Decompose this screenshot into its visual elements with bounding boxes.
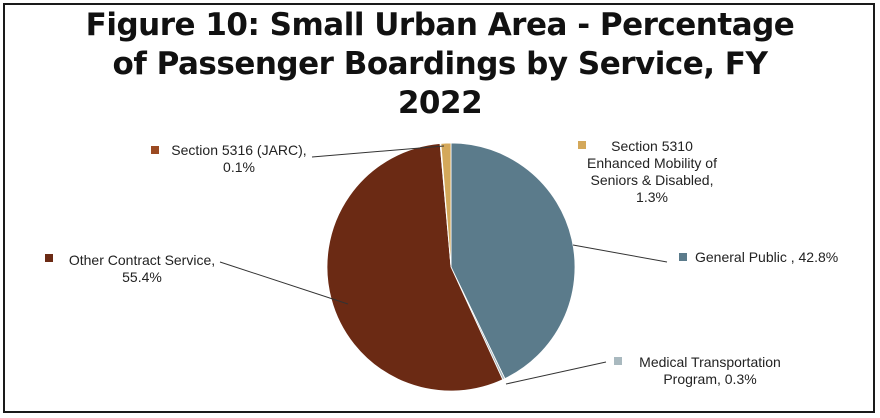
legend-key-medical-transportation-program (614, 357, 622, 365)
leader-line-section-5316-jarc (311, 145, 445, 158)
leader-line-other-contract-service (219, 261, 349, 305)
data-label-section-5316-jarc: Section 5316 (JARC), 0.1% (171, 142, 306, 175)
data-label-medical-transportation-program: Medical Transportation Program, 0.3% (639, 354, 781, 387)
chart-title-line-2: of Passenger Boardings by Service, FY (112, 46, 768, 82)
data-label-other-contract-service: Other Contract Service, 55.4% (69, 252, 215, 285)
legend-key-section-5310-enhanced-mobility-of-seniors-disabled (578, 141, 586, 149)
legend-key-section-5316-jarc (151, 146, 159, 154)
legend-key-other-contract-service (45, 254, 53, 262)
chart-title-line-3: 2022 (397, 85, 483, 121)
chart-title-line-1: Figure 10: Small Urban Area - Percentage (85, 7, 795, 43)
pie-slice-general-public (450, 142, 576, 380)
data-label-general-public: General Public , 42.8% (695, 249, 838, 265)
chart-title: Figure 10: Small Urban Area - Percentage… (0, 6, 880, 123)
legend-key-general-public (679, 253, 687, 261)
pie-slice-section-5310-enhanced-mobility-of-seniors-disabled (440, 142, 452, 268)
leader-line-medical-transportation-program (505, 361, 607, 385)
leader-line-general-public (572, 244, 668, 263)
data-label-section-5310-enhanced-mobility-of-seniors-disabled: Section 5310 Enhanced Mobility of Seniors … (587, 138, 717, 205)
